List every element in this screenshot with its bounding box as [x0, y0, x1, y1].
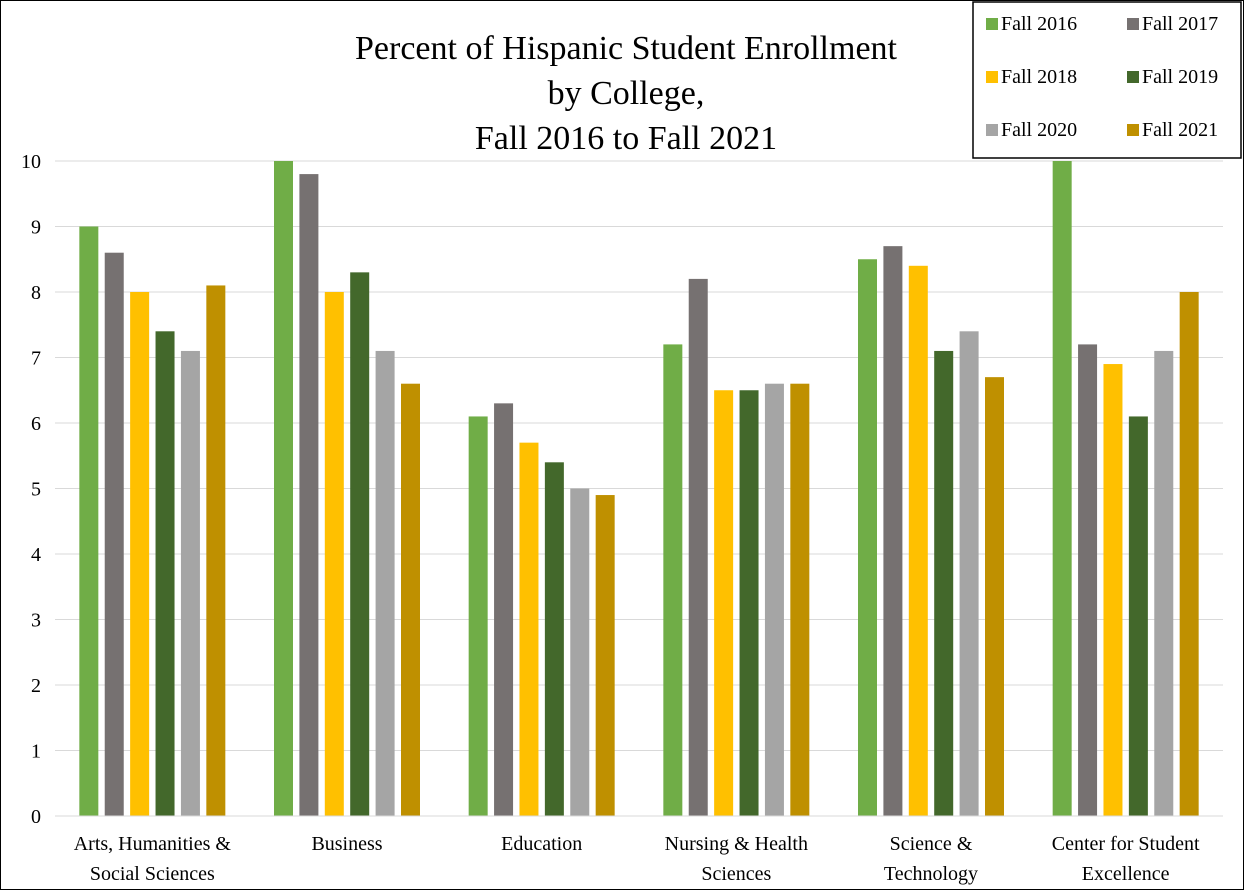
legend-swatch	[986, 18, 998, 30]
x-tick-label: Education	[501, 833, 582, 855]
bar	[104, 252, 124, 816]
bar	[375, 350, 395, 816]
legend-swatch	[986, 71, 998, 83]
chart-title-line: by College,	[548, 75, 705, 112]
y-tick-label: 0	[31, 806, 41, 828]
bar	[570, 488, 590, 816]
bars	[79, 161, 1199, 817]
x-tick-label-line: Nursing & Health	[665, 833, 808, 855]
y-tick-label: 5	[31, 479, 41, 501]
bar	[468, 416, 488, 816]
bar	[206, 285, 226, 816]
bar	[595, 495, 615, 816]
x-tick-label-line: Science &	[890, 833, 973, 855]
bar	[324, 292, 344, 816]
bar	[180, 350, 200, 816]
bar	[985, 377, 1004, 816]
bar	[155, 331, 175, 816]
bar	[790, 383, 810, 816]
y-tick-label: 3	[31, 610, 41, 632]
legend-label: Fall 2021	[1142, 119, 1218, 141]
x-tick-label-line: Center for Student	[1052, 833, 1200, 855]
x-tick-label-line: Sciences	[701, 863, 771, 885]
legend-swatch	[1127, 71, 1139, 83]
bar	[764, 383, 784, 816]
bar	[714, 390, 734, 816]
legend-label: Fall 2020	[1001, 119, 1077, 141]
bar	[544, 462, 564, 816]
x-tick-label-line: Business	[311, 833, 382, 855]
x-tick-label: Arts, Humanities & Social Sciences	[74, 833, 232, 885]
bar	[350, 272, 370, 817]
y-tick-label: 9	[31, 217, 41, 239]
y-tick-label: 8	[31, 282, 41, 304]
legend-label: Fall 2016	[1001, 13, 1077, 35]
y-tick-label: 1	[31, 741, 41, 763]
x-tick-label-line: Education	[501, 833, 582, 855]
chart-title-line: Percent of Hispanic Student Enrollment	[355, 30, 898, 67]
legend-box	[972, 1, 1242, 159]
bar	[1052, 161, 1072, 816]
bar	[1128, 416, 1148, 816]
bar	[1103, 364, 1123, 816]
chart-title: Percent of Hispanic Student Enrollment by…	[355, 30, 898, 157]
bar	[401, 383, 420, 816]
gridlines	[55, 160, 1223, 751]
bar	[883, 246, 903, 816]
legend-swatch	[1127, 18, 1139, 30]
bar	[858, 259, 877, 816]
chart-title-line: Fall 2016 to Fall 2021	[475, 120, 777, 157]
legend: Fall 2016 Fall 2017 Fall 2018 Fall 2019 Fall…	[972, 1, 1242, 159]
y-tick-label: 10	[21, 151, 41, 173]
bar	[299, 174, 319, 817]
bar	[519, 442, 539, 816]
y-tick-label: 4	[31, 544, 41, 566]
x-tick-label: Business	[311, 833, 382, 855]
bar	[688, 278, 708, 816]
bar	[1179, 292, 1199, 816]
x-tick-label-line: Excellence	[1082, 863, 1170, 885]
bar	[274, 161, 293, 816]
x-tick-label: Science & Technology	[884, 833, 978, 885]
x-tick-label-line: Social Sciences	[90, 863, 215, 885]
bar	[130, 292, 150, 816]
bar	[739, 390, 759, 816]
legend-label: Fall 2019	[1142, 66, 1218, 88]
bar	[1078, 344, 1098, 816]
bar	[663, 344, 683, 816]
y-tick-label: 6	[31, 413, 41, 435]
bar	[959, 331, 979, 816]
bar	[494, 403, 514, 816]
bar	[934, 350, 954, 816]
y-tick-label: 2	[31, 675, 41, 697]
x-tick-label-line: Arts, Humanities &	[74, 833, 232, 855]
bar	[908, 265, 928, 816]
legend-label: Fall 2017	[1142, 13, 1218, 35]
bar	[1154, 350, 1174, 816]
x-tick-label: Nursing & Health Sciences	[665, 833, 808, 885]
y-tick-label: 7	[31, 348, 41, 370]
legend-swatch	[1127, 124, 1139, 136]
x-tick-label-line: Technology	[884, 863, 978, 885]
legend-swatch	[986, 124, 998, 136]
axes: 0 1 2 3 4 5 6 7 8 9 10 Arts, Humanities & Social Sci…	[21, 151, 1223, 885]
legend-label: Fall 2018	[1001, 66, 1077, 88]
x-tick-label: Center for Student Excellence	[1052, 833, 1200, 885]
bar	[79, 226, 99, 816]
